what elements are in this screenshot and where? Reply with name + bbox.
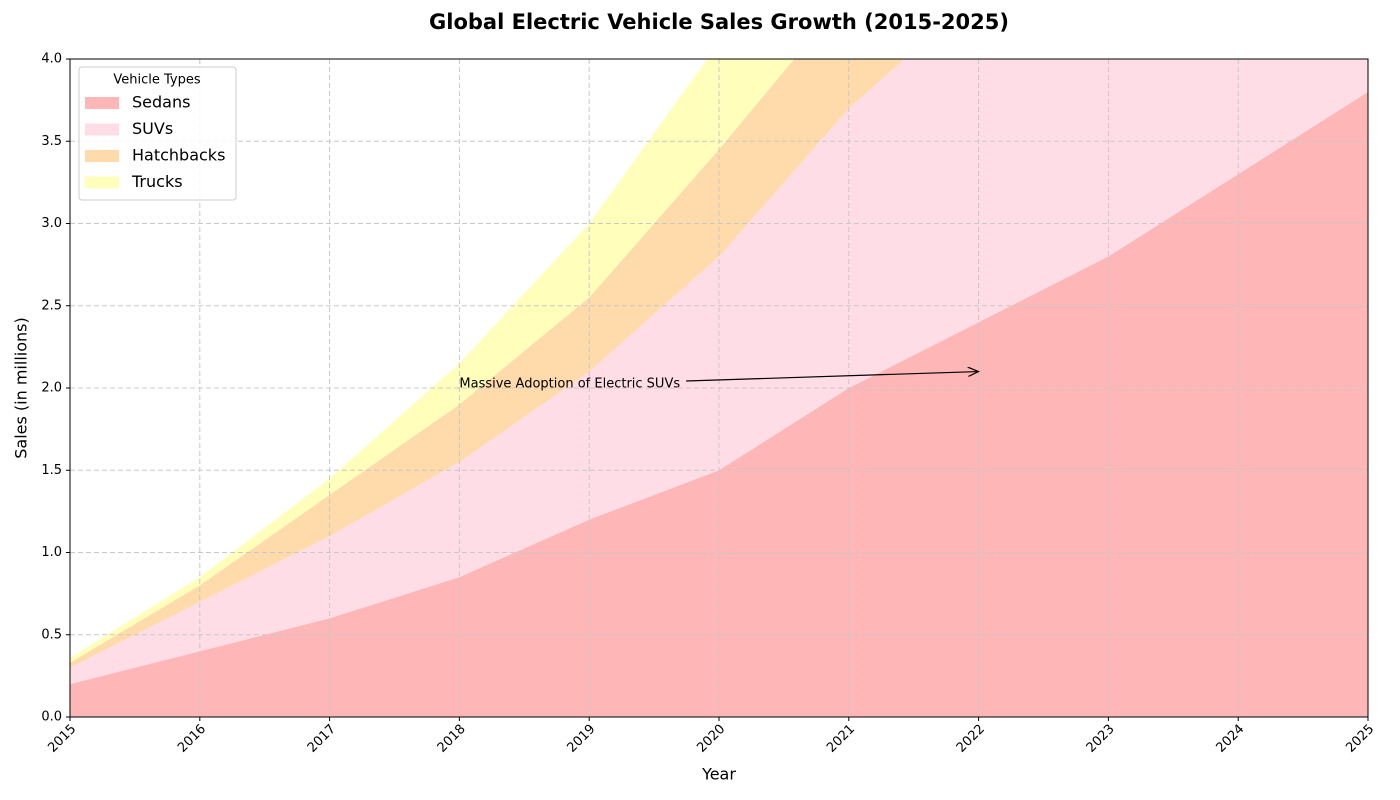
x-tick-label: 2017: [305, 722, 339, 756]
legend-swatch: [85, 176, 119, 189]
area: [70, 59, 905, 668]
y-tick-label: 3.5: [41, 134, 62, 149]
y-tick-label: 1.5: [41, 463, 62, 478]
y-axis-label: Sales (in millions): [12, 317, 31, 458]
annotation-arrow: [686, 372, 978, 382]
y-tick-label: 4.0: [41, 52, 62, 67]
x-tick-label: 2023: [1084, 722, 1118, 756]
chart-title: Global Electric Vehicle Sales Growth (20…: [429, 10, 1009, 34]
legend-label: Trucks: [131, 172, 183, 191]
legend-title: Vehicle Types: [113, 73, 200, 88]
annotation-text: Massive Adoption of Electric SUVs: [459, 377, 680, 392]
area: [70, 91, 1368, 717]
y-tick-label: 3.0: [41, 216, 62, 231]
x-tick-label: 2024: [1213, 722, 1247, 756]
legend-label: Hatchbacks: [132, 146, 225, 165]
y-tick-label: 0.0: [41, 710, 62, 725]
legend-swatch: [85, 123, 119, 136]
x-tick-label: 2015: [45, 722, 79, 756]
y-tick-label: 0.5: [41, 627, 62, 642]
x-tick-label: 2022: [954, 722, 988, 756]
x-tick-label: 2021: [824, 722, 858, 756]
y-tick-label: 2.0: [41, 381, 62, 396]
legend-label: Sedans: [132, 93, 190, 112]
legend-swatch: [85, 97, 119, 109]
x-axis-label: Year: [701, 765, 736, 784]
x-tick-label: 2016: [175, 722, 209, 756]
y-tick-label: 1.0: [41, 545, 62, 560]
legend-swatch: [85, 150, 119, 162]
area: [70, 59, 795, 663]
y-tick-label: 2.5: [41, 298, 62, 313]
x-tick-label: 2020: [694, 722, 728, 756]
x-tick-label: 2019: [564, 722, 598, 756]
legend-label: SUVs: [132, 119, 173, 138]
x-tick-label: 2018: [435, 722, 469, 756]
x-tick-label: 2025: [1343, 722, 1377, 756]
